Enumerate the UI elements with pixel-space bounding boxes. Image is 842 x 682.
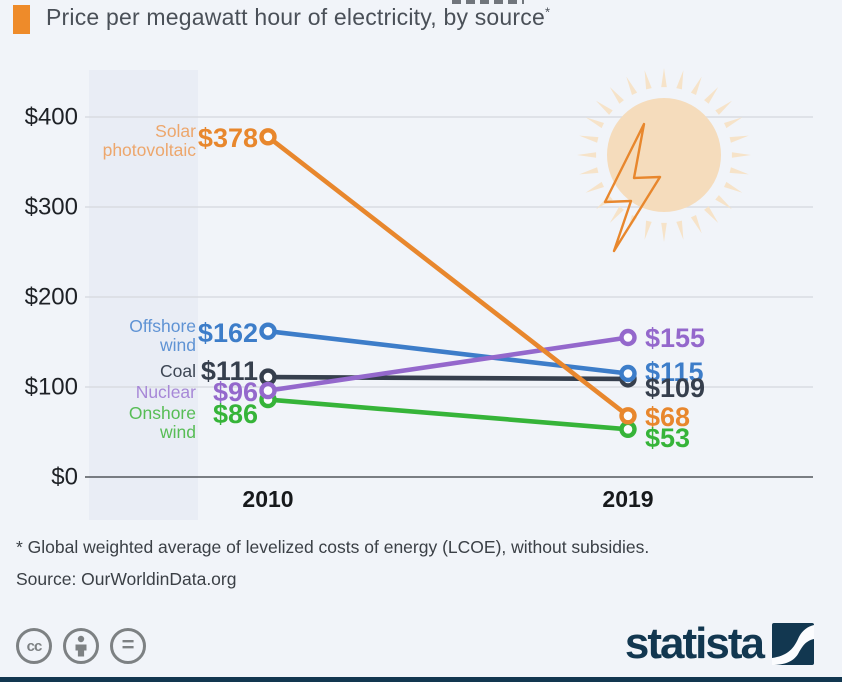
- cc-icon-label: cc: [26, 637, 43, 655]
- sun-ray: [724, 117, 743, 129]
- x-axis-label: 2010: [242, 486, 293, 512]
- sun-body: [607, 98, 721, 212]
- sun-ray: [715, 195, 732, 210]
- series-name-label: Onshore: [129, 403, 196, 423]
- sun-ray: [690, 76, 702, 95]
- series-name-label: Nuclear: [136, 382, 196, 402]
- value-label-right: $115: [645, 357, 704, 387]
- sun-ray: [676, 70, 684, 90]
- sun-ray: [579, 135, 599, 143]
- series-name-label: Offshore: [129, 316, 196, 336]
- header: Price per megawatt hour of electricity, …: [0, 0, 842, 50]
- sun-icon: [577, 68, 751, 253]
- sun-ray: [729, 135, 749, 143]
- data-point-marker: [259, 322, 277, 340]
- value-label-left: $111: [201, 356, 258, 386]
- data-point-marker: [619, 328, 637, 347]
- data-point-marker: [619, 420, 637, 438]
- axis-band: [89, 70, 198, 520]
- data-point-marker: [619, 364, 637, 383]
- series-line: [265, 134, 631, 419]
- sun-ray: [609, 206, 624, 223]
- sun-ray: [579, 167, 599, 175]
- sun-ray: [577, 152, 597, 158]
- data-point-marker: [619, 407, 637, 425]
- y-tick-label: $200: [25, 284, 78, 311]
- value-label-right: $53: [645, 423, 690, 453]
- sun-ray: [644, 220, 652, 240]
- statista-logo-text: statista: [624, 619, 765, 668]
- series-line: [265, 374, 631, 382]
- sun-ray: [676, 220, 684, 240]
- cc-equal-icon: =: [110, 628, 146, 664]
- equal-glyph: =: [121, 631, 135, 657]
- series-line: [265, 328, 631, 376]
- sun-ray: [661, 68, 667, 88]
- statista-branding: statista: [625, 622, 814, 666]
- value-label-right: $155: [645, 323, 705, 353]
- sun-ray: [644, 70, 652, 90]
- source-line: Source: OurWorldinData.org: [16, 569, 237, 589]
- cc-icon: cc: [16, 628, 52, 664]
- cc-attribution-icon: [63, 628, 99, 664]
- value-label-left: $96: [213, 377, 258, 407]
- sun-ray: [585, 117, 604, 129]
- value-label-left: $378: [198, 123, 258, 153]
- value-label-right: $109: [645, 373, 705, 403]
- title-asterisk: *: [544, 4, 551, 20]
- bottom-brand-bar: [0, 677, 842, 682]
- lightning-bolt-icon: [603, 122, 662, 253]
- series-line: [265, 397, 631, 432]
- y-tick-label: $100: [25, 374, 78, 401]
- value-label-right: $68: [645, 402, 690, 432]
- y-tick-label: $0: [51, 464, 78, 491]
- sun-ray: [609, 87, 624, 104]
- sun-ray: [731, 152, 751, 158]
- sun-ray: [690, 215, 702, 234]
- series-line: [265, 335, 631, 393]
- sun-ray: [729, 167, 749, 175]
- chart-title: Price per megawatt hour of electricity, …: [46, 4, 550, 31]
- data-point-marker: [259, 381, 277, 400]
- person-glyph: [75, 635, 87, 657]
- chart-title-text: Price per megawatt hour of electricity, …: [46, 4, 545, 30]
- value-label-left: $86: [213, 399, 258, 429]
- title-accent-bar: [13, 5, 30, 34]
- sun-ray: [715, 100, 732, 115]
- series-name-label: Solar: [155, 121, 196, 141]
- series-name-label: photovoltaic: [103, 140, 197, 160]
- series-name-label: wind: [159, 422, 196, 442]
- statista-logo-mark: [772, 623, 814, 665]
- y-tick-label: $400: [25, 104, 78, 131]
- sun-ray: [596, 100, 613, 115]
- value-label-left: $162: [198, 318, 258, 348]
- footnote: * Global weighted average of levelized c…: [16, 537, 650, 557]
- sun-ray: [626, 76, 638, 95]
- data-point-marker: [259, 128, 277, 146]
- cc-license-badges: cc =: [16, 628, 146, 664]
- sun-ray: [704, 206, 719, 223]
- data-point-marker: [259, 368, 277, 386]
- sun-ray: [661, 222, 667, 242]
- cropped-text-fragment: [452, 0, 524, 4]
- sun-ray: [585, 181, 604, 193]
- series-name-label: wind: [159, 335, 196, 355]
- x-axis-label: 2019: [602, 486, 653, 512]
- sun-ray: [724, 181, 743, 193]
- series-name-label: Coal: [160, 361, 196, 381]
- y-tick-label: $300: [25, 194, 78, 221]
- sun-ray: [704, 87, 719, 104]
